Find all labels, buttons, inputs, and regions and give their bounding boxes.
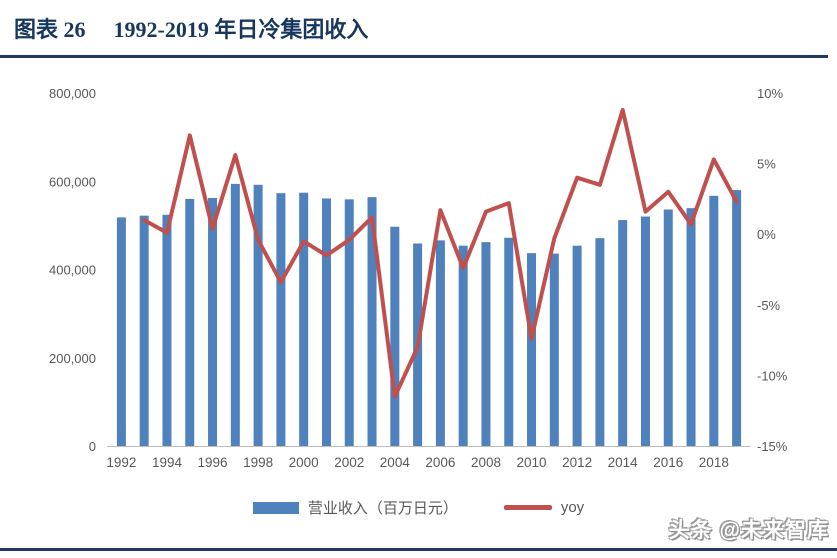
revenue-bar-swatch xyxy=(252,501,299,514)
revenue-bar xyxy=(116,217,126,446)
x-axis-tick: 2010 xyxy=(517,455,547,470)
revenue-bar xyxy=(686,208,696,446)
revenue-bar xyxy=(572,245,582,446)
right-axis-tick: 5% xyxy=(757,157,776,172)
x-axis-tick: 2018 xyxy=(699,455,729,470)
figure-title: 图表 26 1992-2019 年日冷集团收入 xyxy=(14,12,368,44)
revenue-bar xyxy=(709,195,719,446)
revenue-bar xyxy=(230,183,240,446)
revenue-bar xyxy=(139,215,149,446)
legend-item-revenue: 营业收入（百万日元） xyxy=(252,497,458,518)
x-axis-tick: 1992 xyxy=(106,455,136,470)
revenue-bar xyxy=(640,216,650,446)
right-axis-tick: -10% xyxy=(757,368,788,383)
revenue-bar xyxy=(732,190,742,446)
title-underline xyxy=(0,55,828,58)
x-axis-tick: 1998 xyxy=(243,455,273,470)
revenue-bar xyxy=(663,209,673,446)
revenue-bar xyxy=(299,192,309,446)
figure-title-text: 1992-2019 年日冷集团收入 xyxy=(113,17,369,42)
x-axis-tick: 2002 xyxy=(334,455,364,470)
revenue-bar xyxy=(481,242,491,446)
revenue-bar xyxy=(276,193,286,446)
x-axis-tick: 2000 xyxy=(289,455,319,470)
revenue-bar xyxy=(390,226,400,446)
x-axis-tick: 2012 xyxy=(562,455,592,470)
right-axis-tick: 0% xyxy=(757,227,776,242)
revenue-bar xyxy=(344,199,354,446)
figure-title-prefix: 图表 26 xyxy=(14,17,86,42)
legend-item-yoy: yoy xyxy=(503,499,585,516)
x-axis-tick: 2004 xyxy=(380,455,411,470)
x-axis-tick: 2016 xyxy=(653,455,683,470)
revenue-yoy-chart: 800,000 600,000 400,000 200,000 0 10% 5% 0% -5% -… xyxy=(49,86,788,470)
revenue-bar xyxy=(549,253,559,446)
yoy-line xyxy=(142,107,739,399)
legend-label-revenue: 营业收入（百万日元） xyxy=(307,500,458,517)
bottom-border-line xyxy=(0,548,837,551)
yoy-line-swatch xyxy=(503,505,552,510)
revenue-bar xyxy=(253,184,263,446)
revenue-bar xyxy=(595,238,605,446)
x-axis-tick: 1994 xyxy=(152,455,183,470)
watermark: 头条 @未来智库 xyxy=(668,519,829,542)
chart-legend: 营业收入（百万日元） yoy xyxy=(0,497,837,518)
left-axis-tick: 200,000 xyxy=(49,351,96,366)
left-axis-tick: 0 xyxy=(89,439,96,454)
revenue-bar xyxy=(162,214,172,446)
revenue-bar xyxy=(208,198,218,446)
revenue-bar xyxy=(504,237,514,446)
x-axis-tick: 1996 xyxy=(198,455,228,470)
right-axis-tick: 10% xyxy=(757,86,783,101)
legend-label-yoy: yoy xyxy=(560,499,585,516)
left-axis-tick: 800,000 xyxy=(49,86,96,101)
revenue-bar xyxy=(527,253,537,446)
x-axis-tick: 2006 xyxy=(425,455,455,470)
revenue-bar xyxy=(458,245,468,446)
x-axis-tick: 2008 xyxy=(471,455,501,470)
left-axis-tick: 600,000 xyxy=(49,174,96,189)
revenue-bar xyxy=(185,198,195,446)
x-axis-tick: 2014 xyxy=(608,455,639,470)
right-axis-tick: -15% xyxy=(757,439,788,454)
revenue-bar xyxy=(618,220,628,446)
right-axis-tick: -5% xyxy=(757,298,781,313)
left-axis-tick: 400,000 xyxy=(49,263,96,278)
revenue-bar xyxy=(367,197,377,446)
revenue-bar xyxy=(321,198,331,446)
revenue-bar xyxy=(435,240,445,446)
